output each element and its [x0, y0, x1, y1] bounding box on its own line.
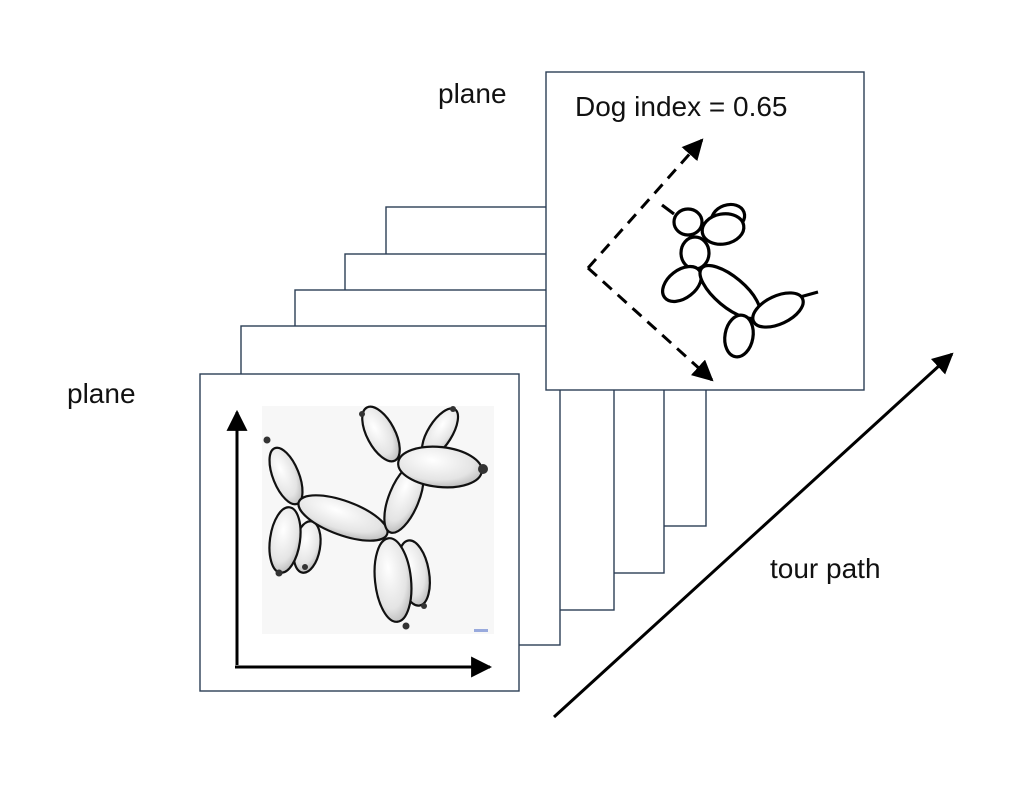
dog-index-label: Dog index = 0.65	[575, 91, 788, 122]
tour-path-label: tour path	[770, 553, 881, 584]
plane-label-top: plane	[438, 78, 507, 109]
tour-path-arrow	[552, 352, 954, 719]
balloon-dog-outline-icon	[661, 202, 819, 359]
balloon-dog-icon	[262, 405, 494, 634]
dashed-axis-down	[586, 266, 714, 382]
dashed-axis-up	[586, 138, 704, 269]
plane-label-left: plane	[67, 378, 136, 409]
